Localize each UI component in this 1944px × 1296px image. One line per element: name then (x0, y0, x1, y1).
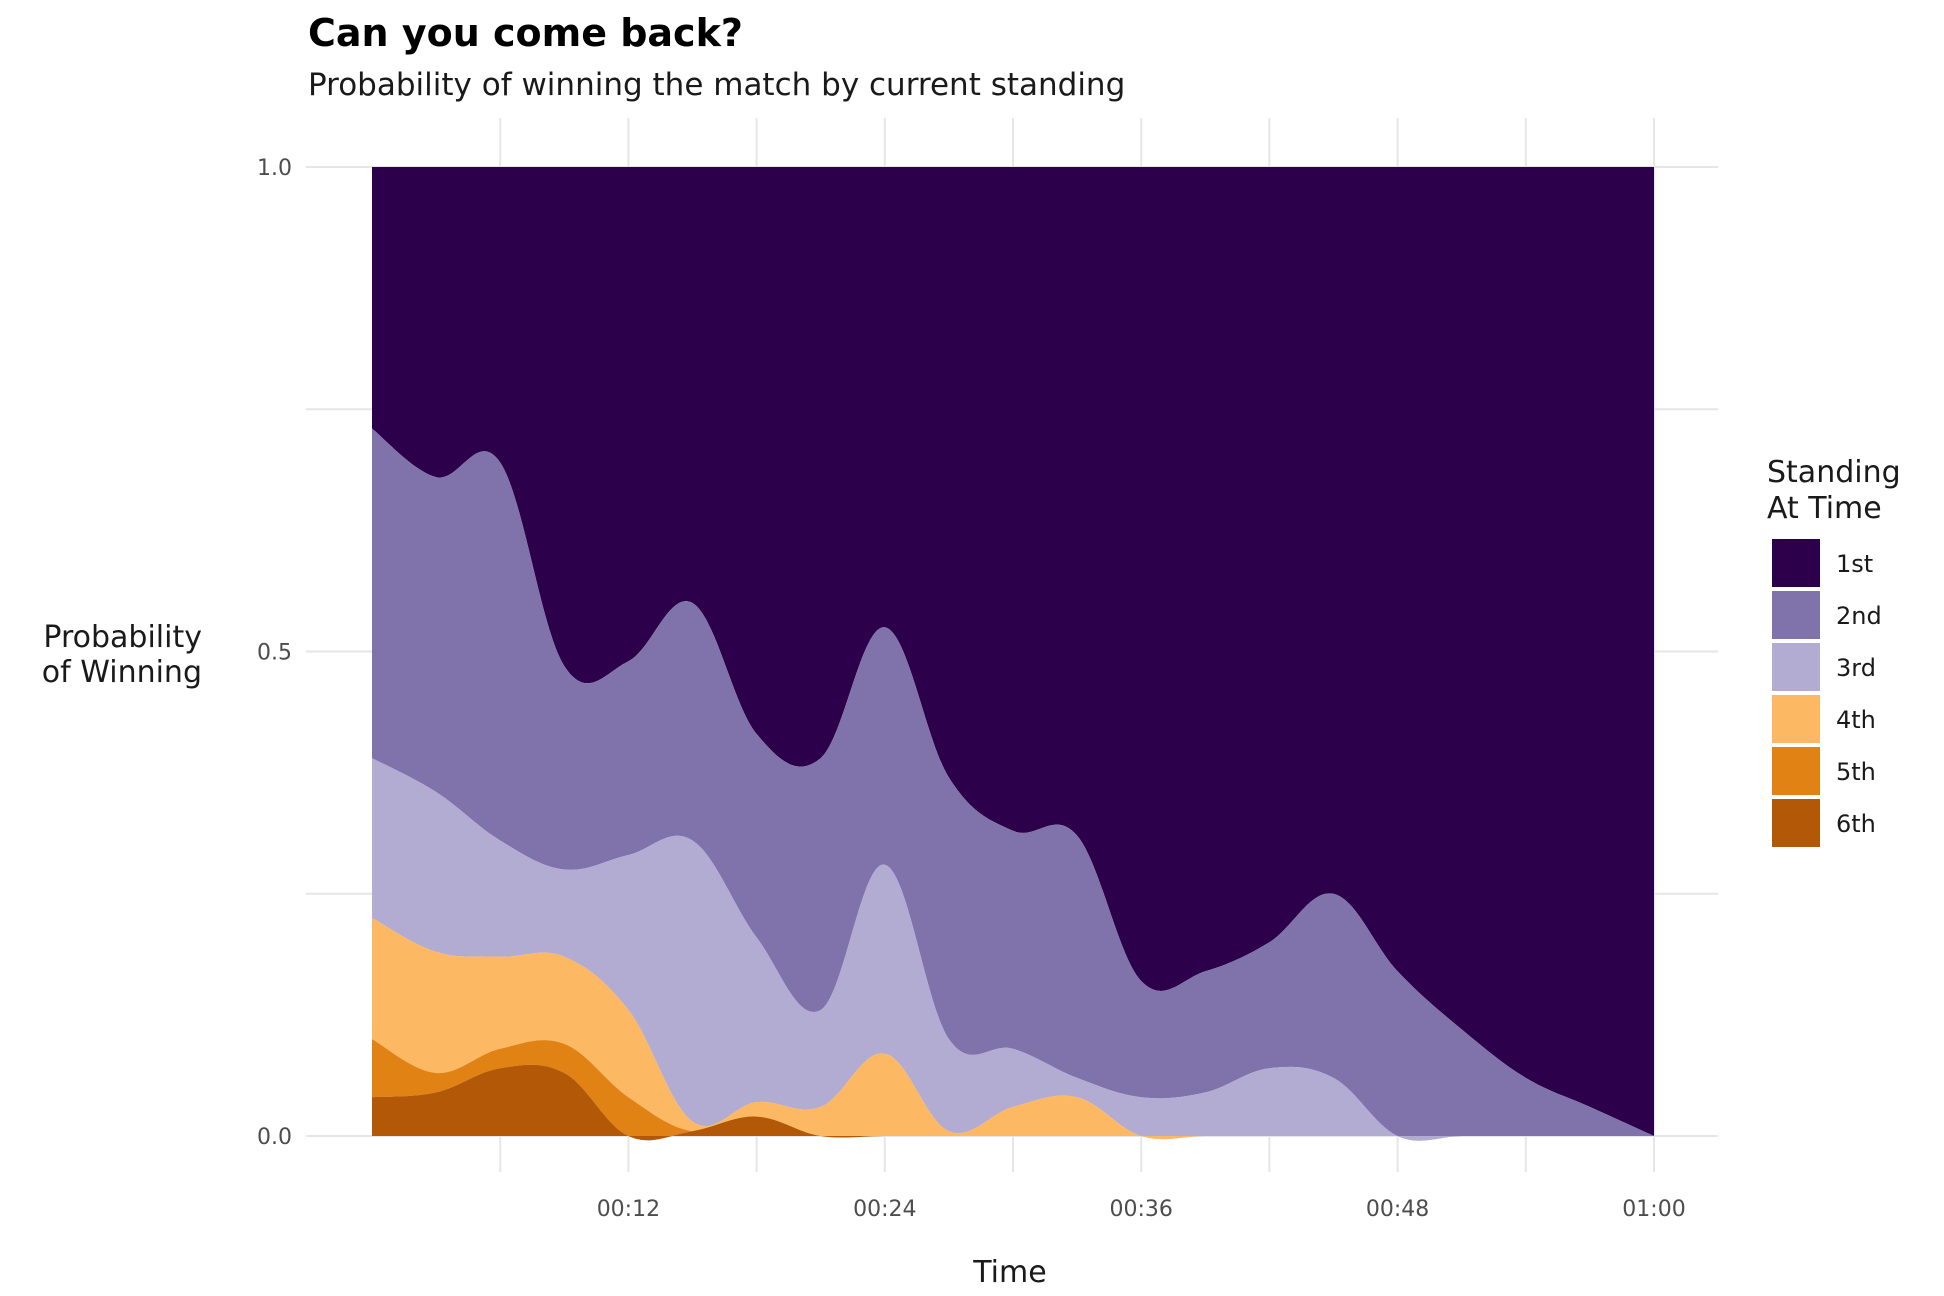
y-axis-title-line-2: of Winning (42, 655, 202, 690)
x-tick-label: 01:00 (1622, 1197, 1685, 1222)
legend-label-5th: 5th (1836, 758, 1876, 786)
legend-label-4th: 4th (1836, 706, 1876, 734)
legend-swatch-4th (1772, 695, 1820, 743)
area-1st (372, 167, 1654, 1136)
x-tick-label: 00:24 (853, 1197, 916, 1222)
y-axis-title-line-1: Probability (43, 620, 202, 655)
y-tick-label: 1.0 (257, 156, 292, 181)
legend-title-line-2: At Time (1767, 491, 1882, 526)
area-3rd (372, 758, 1654, 1141)
y-axis-ticks: 0.0 0.5 1.0 (257, 156, 292, 1150)
stacked-areas (372, 167, 1654, 1141)
legend-label-3rd: 3rd (1836, 654, 1876, 682)
legend: Standing At Time 1st 2nd 3rd 4th 5th 6th (1767, 455, 1901, 847)
area-5th (372, 1039, 1654, 1141)
legend-title-line-1: Standing (1767, 455, 1901, 490)
x-tick-label: 00:36 (1109, 1197, 1172, 1222)
y-tick-label: 0.5 (257, 641, 292, 666)
x-axis-title: Time (972, 1255, 1046, 1290)
chart-title: Can you come back? (308, 11, 743, 55)
legend-swatch-2nd (1772, 591, 1820, 639)
area-6th (372, 1064, 1654, 1141)
y-tick-label: 0.0 (257, 1125, 292, 1150)
legend-label-6th: 6th (1836, 810, 1876, 838)
legend-swatch-1st (1772, 539, 1820, 587)
legend-swatch-5th (1772, 747, 1820, 795)
area-4th (372, 918, 1654, 1140)
legend-swatch-3rd (1772, 643, 1820, 691)
x-tick-label: 00:12 (597, 1197, 660, 1222)
legend-swatch-6th (1772, 799, 1820, 847)
legend-label-2nd: 2nd (1836, 602, 1882, 630)
legend-label-1st: 1st (1836, 550, 1873, 578)
chart-subtitle: Probability of winning the match by curr… (308, 67, 1125, 103)
x-axis-ticks: 00:12 00:24 00:36 00:48 01:00 (597, 1197, 1686, 1222)
legend-items: 1st 2nd 3rd 4th 5th 6th (1772, 539, 1882, 847)
area-2nd (372, 428, 1654, 1141)
x-tick-label: 00:48 (1366, 1197, 1429, 1222)
